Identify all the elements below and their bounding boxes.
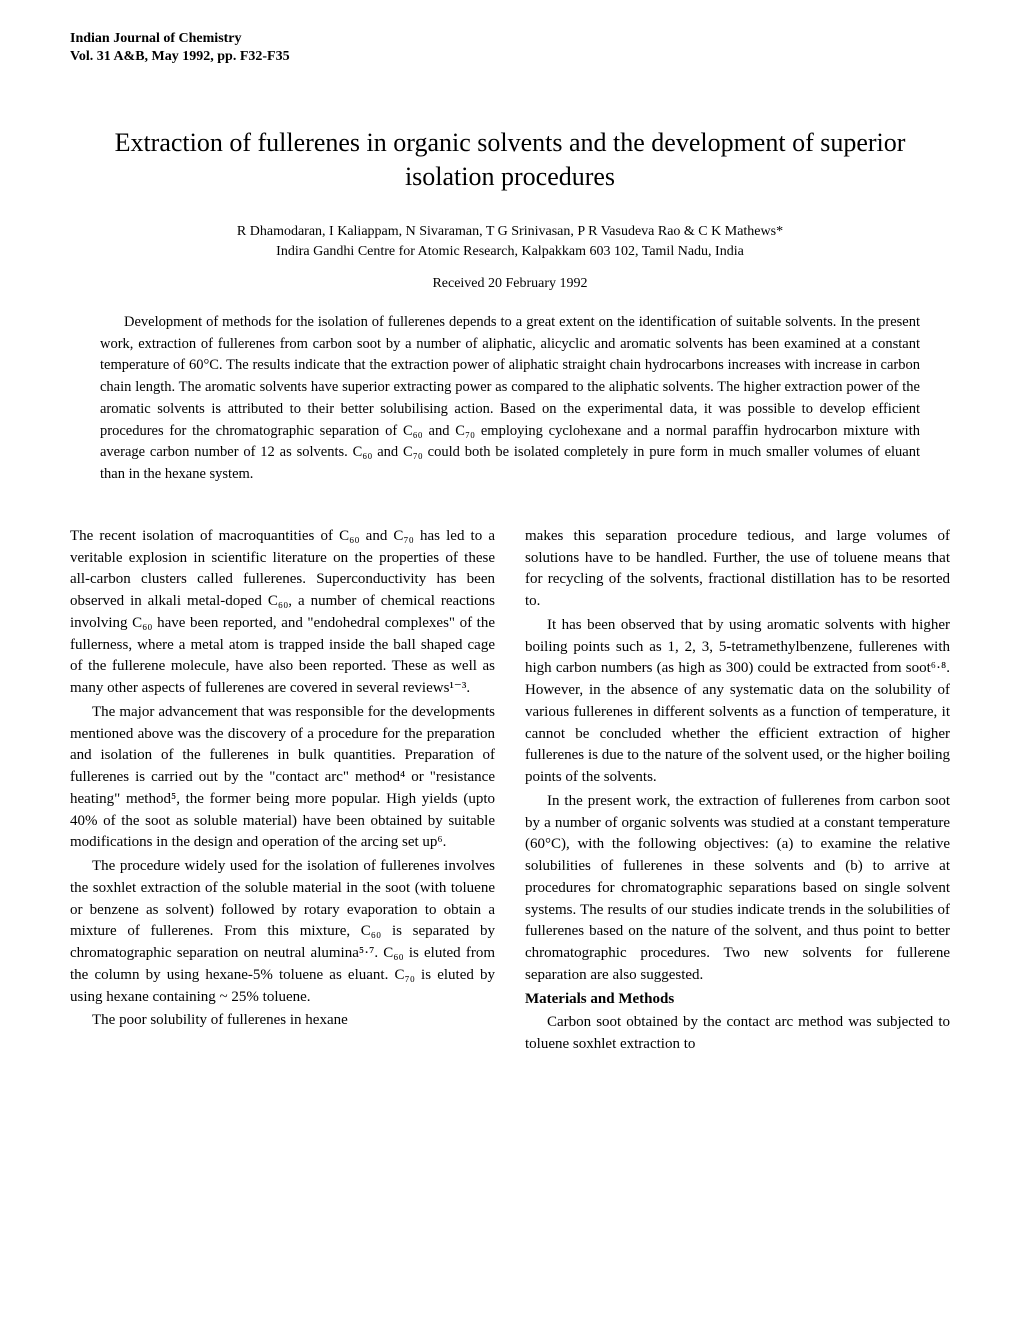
body-paragraph: The major advancement that was responsib… xyxy=(70,702,495,854)
left-column: The recent isolation of macroquantities … xyxy=(70,526,495,1058)
body-columns: The recent isolation of macroquantities … xyxy=(70,526,950,1058)
paper-page: Indian Journal of Chemistry Vol. 31 A&B,… xyxy=(0,0,1020,1098)
paper-affiliation: Indira Gandhi Centre for Atomic Research… xyxy=(70,244,950,260)
body-paragraph: makes this separation procedure tedious,… xyxy=(525,526,950,613)
journal-name: Indian Journal of Chemistry xyxy=(70,30,950,48)
body-paragraph: In the present work, the extraction of f… xyxy=(525,791,950,987)
section-heading: Materials and Methods xyxy=(525,989,950,1011)
journal-volume: Vol. 31 A&B, May 1992, pp. F32-F35 xyxy=(70,48,950,66)
body-paragraph: Carbon soot obtained by the contact arc … xyxy=(525,1012,950,1056)
paper-authors: R Dhamodaran, I Kaliappam, N Sivaraman, … xyxy=(70,224,950,240)
body-paragraph: The poor solubility of fullerenes in hex… xyxy=(70,1010,495,1032)
paper-title: Extraction of fullerenes in organic solv… xyxy=(110,126,910,194)
journal-header: Indian Journal of Chemistry Vol. 31 A&B,… xyxy=(70,30,950,66)
abstract: Development of methods for the isolation… xyxy=(100,312,920,486)
right-column: makes this separation procedure tedious,… xyxy=(525,526,950,1058)
body-paragraph: The procedure widely used for the isolat… xyxy=(70,856,495,1008)
body-paragraph: The recent isolation of macroquantities … xyxy=(70,526,495,700)
received-date: Received 20 February 1992 xyxy=(70,276,950,292)
body-paragraph: It has been observed that by using aroma… xyxy=(525,615,950,789)
